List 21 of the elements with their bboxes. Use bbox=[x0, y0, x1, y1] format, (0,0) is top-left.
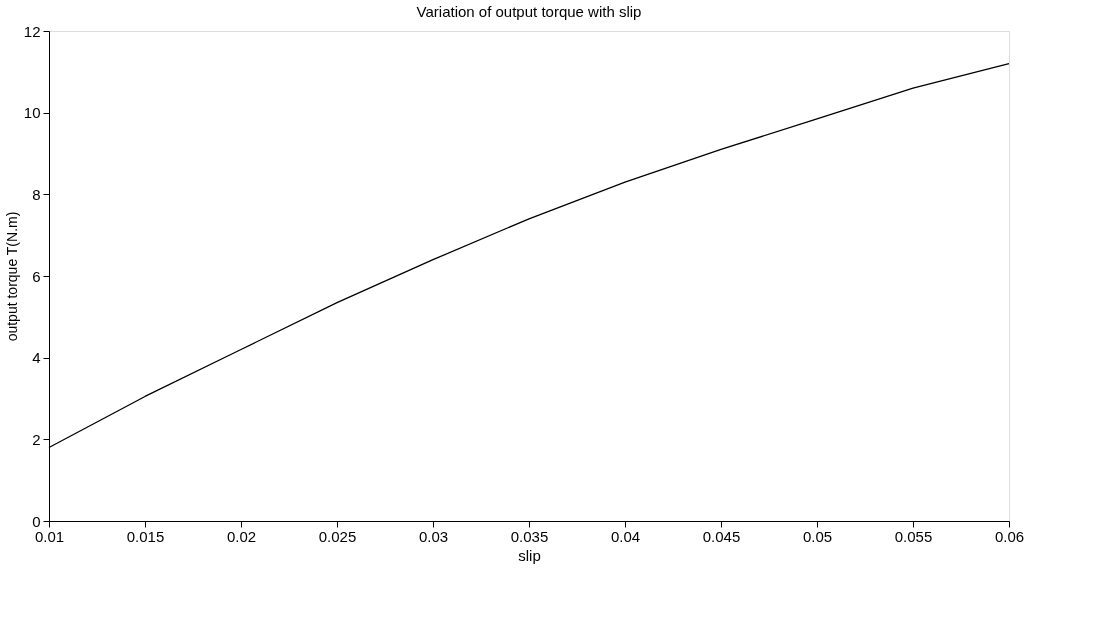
y-tick-label: 6 bbox=[32, 267, 41, 285]
y-tick-label: 2 bbox=[32, 430, 41, 448]
y-tick-label: 0 bbox=[32, 512, 41, 530]
y-tick-label: 10 bbox=[23, 104, 41, 122]
x-tick-label: 0.02 bbox=[226, 527, 257, 545]
y-axis-title: output torque T(N.m) bbox=[3, 211, 20, 342]
x-tick-label: 0.045 bbox=[702, 527, 741, 545]
y-tick-label: 12 bbox=[23, 22, 41, 40]
x-tick-label: 0.05 bbox=[802, 527, 833, 545]
x-tick-label: 0.03 bbox=[418, 527, 449, 545]
x-tick-label: 0.015 bbox=[126, 527, 165, 545]
x-axis-title: slip bbox=[518, 546, 541, 564]
x-tick-label: 0.01 bbox=[34, 527, 65, 545]
y-tick-label: 4 bbox=[32, 349, 41, 367]
x-tick-label: 0.025 bbox=[318, 527, 357, 545]
x-tick-label: 0.04 bbox=[610, 527, 641, 545]
x-tick-label: 0.06 bbox=[994, 527, 1025, 545]
chart-title: Variation of output torque with slip bbox=[416, 3, 642, 20]
x-tick-label: 0.035 bbox=[510, 527, 549, 545]
y-tick-label: 8 bbox=[32, 185, 41, 203]
x-tick-label: 0.055 bbox=[894, 527, 933, 545]
